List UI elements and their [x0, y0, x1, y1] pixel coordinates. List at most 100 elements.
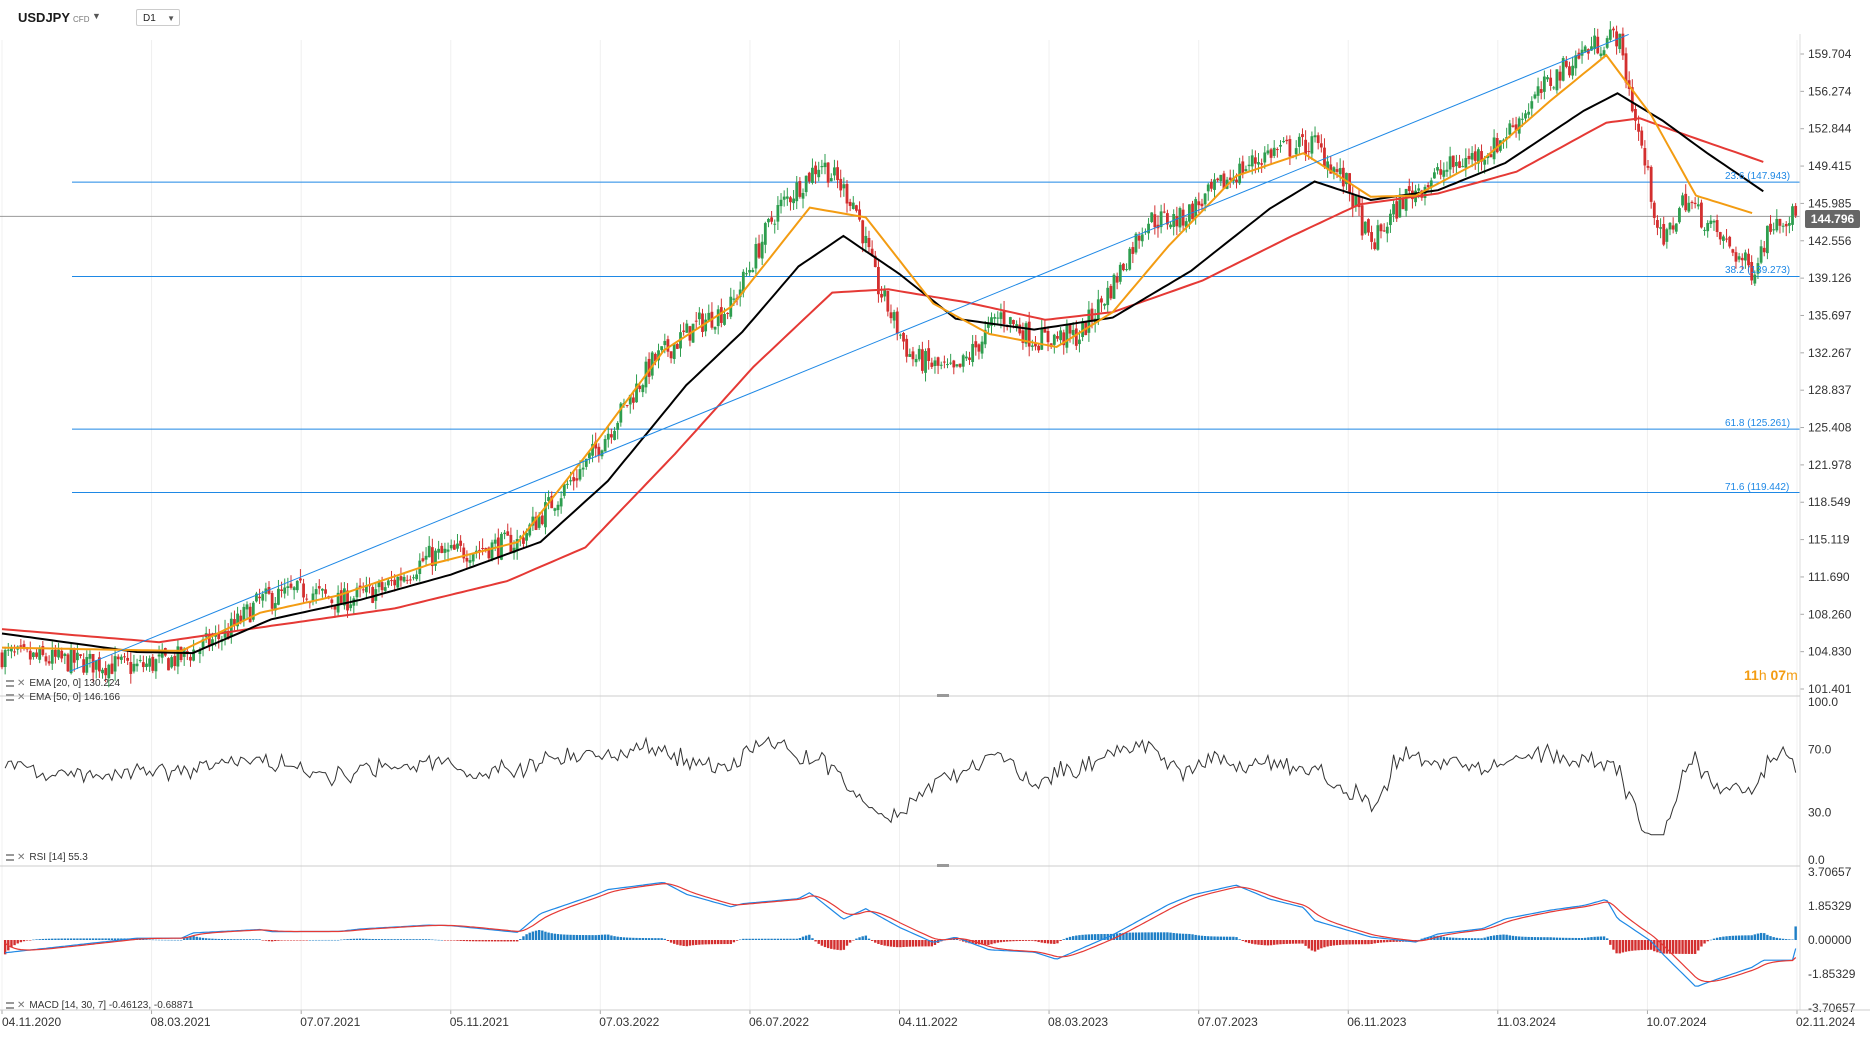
candle-body [1335, 169, 1339, 172]
candle-body [785, 196, 789, 199]
candle-body [358, 585, 362, 588]
candle-body [1008, 317, 1012, 325]
candle-body [691, 323, 695, 343]
symbol-selector[interactable]: USDJPY CFD [18, 10, 89, 25]
candle-body [697, 312, 701, 320]
legend-menu-icon[interactable] [6, 693, 14, 701]
price-tick-label: 152.844 [1808, 122, 1852, 136]
macd-histogram-bar [443, 940, 447, 941]
candle-body [1621, 33, 1625, 56]
macd-histogram-bar [1266, 940, 1270, 946]
candle-body [1445, 169, 1449, 172]
macd-histogram-bar [324, 939, 327, 941]
candle-body [336, 592, 340, 613]
main-legend-ema50[interactable]: ✕ EMA [50, 0] 146.166 [6, 692, 120, 703]
legend-menu-icon[interactable] [6, 1001, 14, 1009]
candle-body [544, 502, 547, 528]
candle-body [1722, 236, 1725, 241]
candle-body [522, 537, 525, 544]
candle-body [980, 341, 984, 354]
macd-legend[interactable]: ✕ MACD [14, 30, 7] -0.46123, -0.68871 [6, 1000, 193, 1011]
candle-body [1599, 53, 1603, 57]
macd-histogram-bar [1298, 940, 1301, 944]
close-icon[interactable]: ✕ [17, 678, 26, 689]
macd-histogram-bar [1502, 934, 1505, 940]
main-legend-ema20[interactable]: ✕ EMA [20, 0] 130.224 [6, 678, 120, 689]
candle-body [1508, 123, 1512, 135]
macd-histogram-bar [1439, 936, 1442, 940]
candle-body [132, 663, 136, 672]
close-icon[interactable]: ✕ [17, 1000, 26, 1011]
candle-body [101, 669, 104, 674]
candle-body [1100, 298, 1103, 303]
candle-body [490, 542, 494, 561]
macd-histogram-bar [713, 940, 717, 945]
candle-body [226, 630, 230, 639]
candle-body [1514, 124, 1518, 131]
candle-body [990, 317, 993, 326]
candle-body [553, 508, 557, 511]
macd-histogram-bar [905, 940, 908, 947]
macd-histogram-bar [101, 938, 104, 940]
candle-body [657, 350, 660, 361]
candle-body [1150, 212, 1154, 222]
macd-histogram-bar [1785, 939, 1788, 940]
macd-histogram-bar [1354, 940, 1358, 945]
macd-histogram-bar [1282, 940, 1285, 945]
candle-body [939, 364, 943, 366]
candle-body [1470, 153, 1474, 160]
macd-histogram-bar [811, 938, 814, 940]
candle-body [1162, 211, 1166, 213]
close-icon[interactable]: ✕ [17, 852, 26, 863]
ema-lines [1, 53, 1764, 655]
candle-body [1357, 196, 1361, 208]
macd-histogram-bar [208, 938, 211, 940]
candle-body [1285, 139, 1289, 142]
candle-body [1112, 274, 1116, 299]
macd-histogram-bar [47, 938, 51, 940]
macd-signal-line [4, 882, 1797, 983]
candle-body [845, 184, 849, 204]
candle-body [556, 504, 560, 511]
macd-histogram-bar [299, 940, 302, 941]
macd-histogram-bar [679, 940, 682, 946]
macd-histogram-bar [1794, 926, 1797, 940]
candle-body [1392, 204, 1395, 215]
candle-body [1703, 229, 1706, 231]
legend-menu-icon[interactable] [6, 853, 14, 861]
candle-body [1480, 151, 1483, 162]
candle-body [1637, 123, 1640, 132]
macd-histogram-bar [368, 938, 371, 940]
macd-histogram-bar [261, 940, 264, 941]
timeframe-select[interactable]: D1 ▼ [136, 9, 180, 26]
macd-histogram-bar [1119, 933, 1122, 940]
macd-histogram-bar [110, 938, 114, 940]
symbol-dropdown-caret-icon[interactable]: ▼ [92, 11, 101, 21]
candle-body [883, 289, 887, 297]
candle-body [1743, 252, 1747, 261]
macd-histogram-bar [1747, 935, 1750, 940]
macd-histogram-bar [1687, 940, 1691, 954]
macd-histogram-bar [1536, 937, 1540, 940]
macd-histogram-bar [1081, 934, 1084, 940]
close-icon[interactable]: ✕ [17, 692, 26, 703]
macd-histogram-bar [1744, 935, 1747, 940]
macd-histogram-bar [1649, 940, 1653, 950]
candle-body [459, 540, 463, 546]
legend-menu-icon[interactable] [6, 679, 14, 687]
macd-histogram-bar [1445, 937, 1449, 940]
candle-body [1140, 234, 1144, 242]
macd-histogram-bar [289, 940, 293, 941]
candle-body [823, 162, 827, 168]
candle-body [1294, 148, 1298, 155]
candle-body [192, 649, 196, 661]
macd-histogram-bar [578, 935, 582, 940]
rsi-legend[interactable]: ✕ RSI [14] 55.3 [6, 852, 88, 863]
macd-histogram-bar [503, 940, 506, 942]
macd-histogram-bar [333, 939, 337, 941]
candle-body [1769, 223, 1772, 232]
macd-histogram-bar [490, 940, 494, 942]
macd-histogram-bar [1499, 934, 1502, 940]
macd-histogram-bar [789, 938, 792, 940]
